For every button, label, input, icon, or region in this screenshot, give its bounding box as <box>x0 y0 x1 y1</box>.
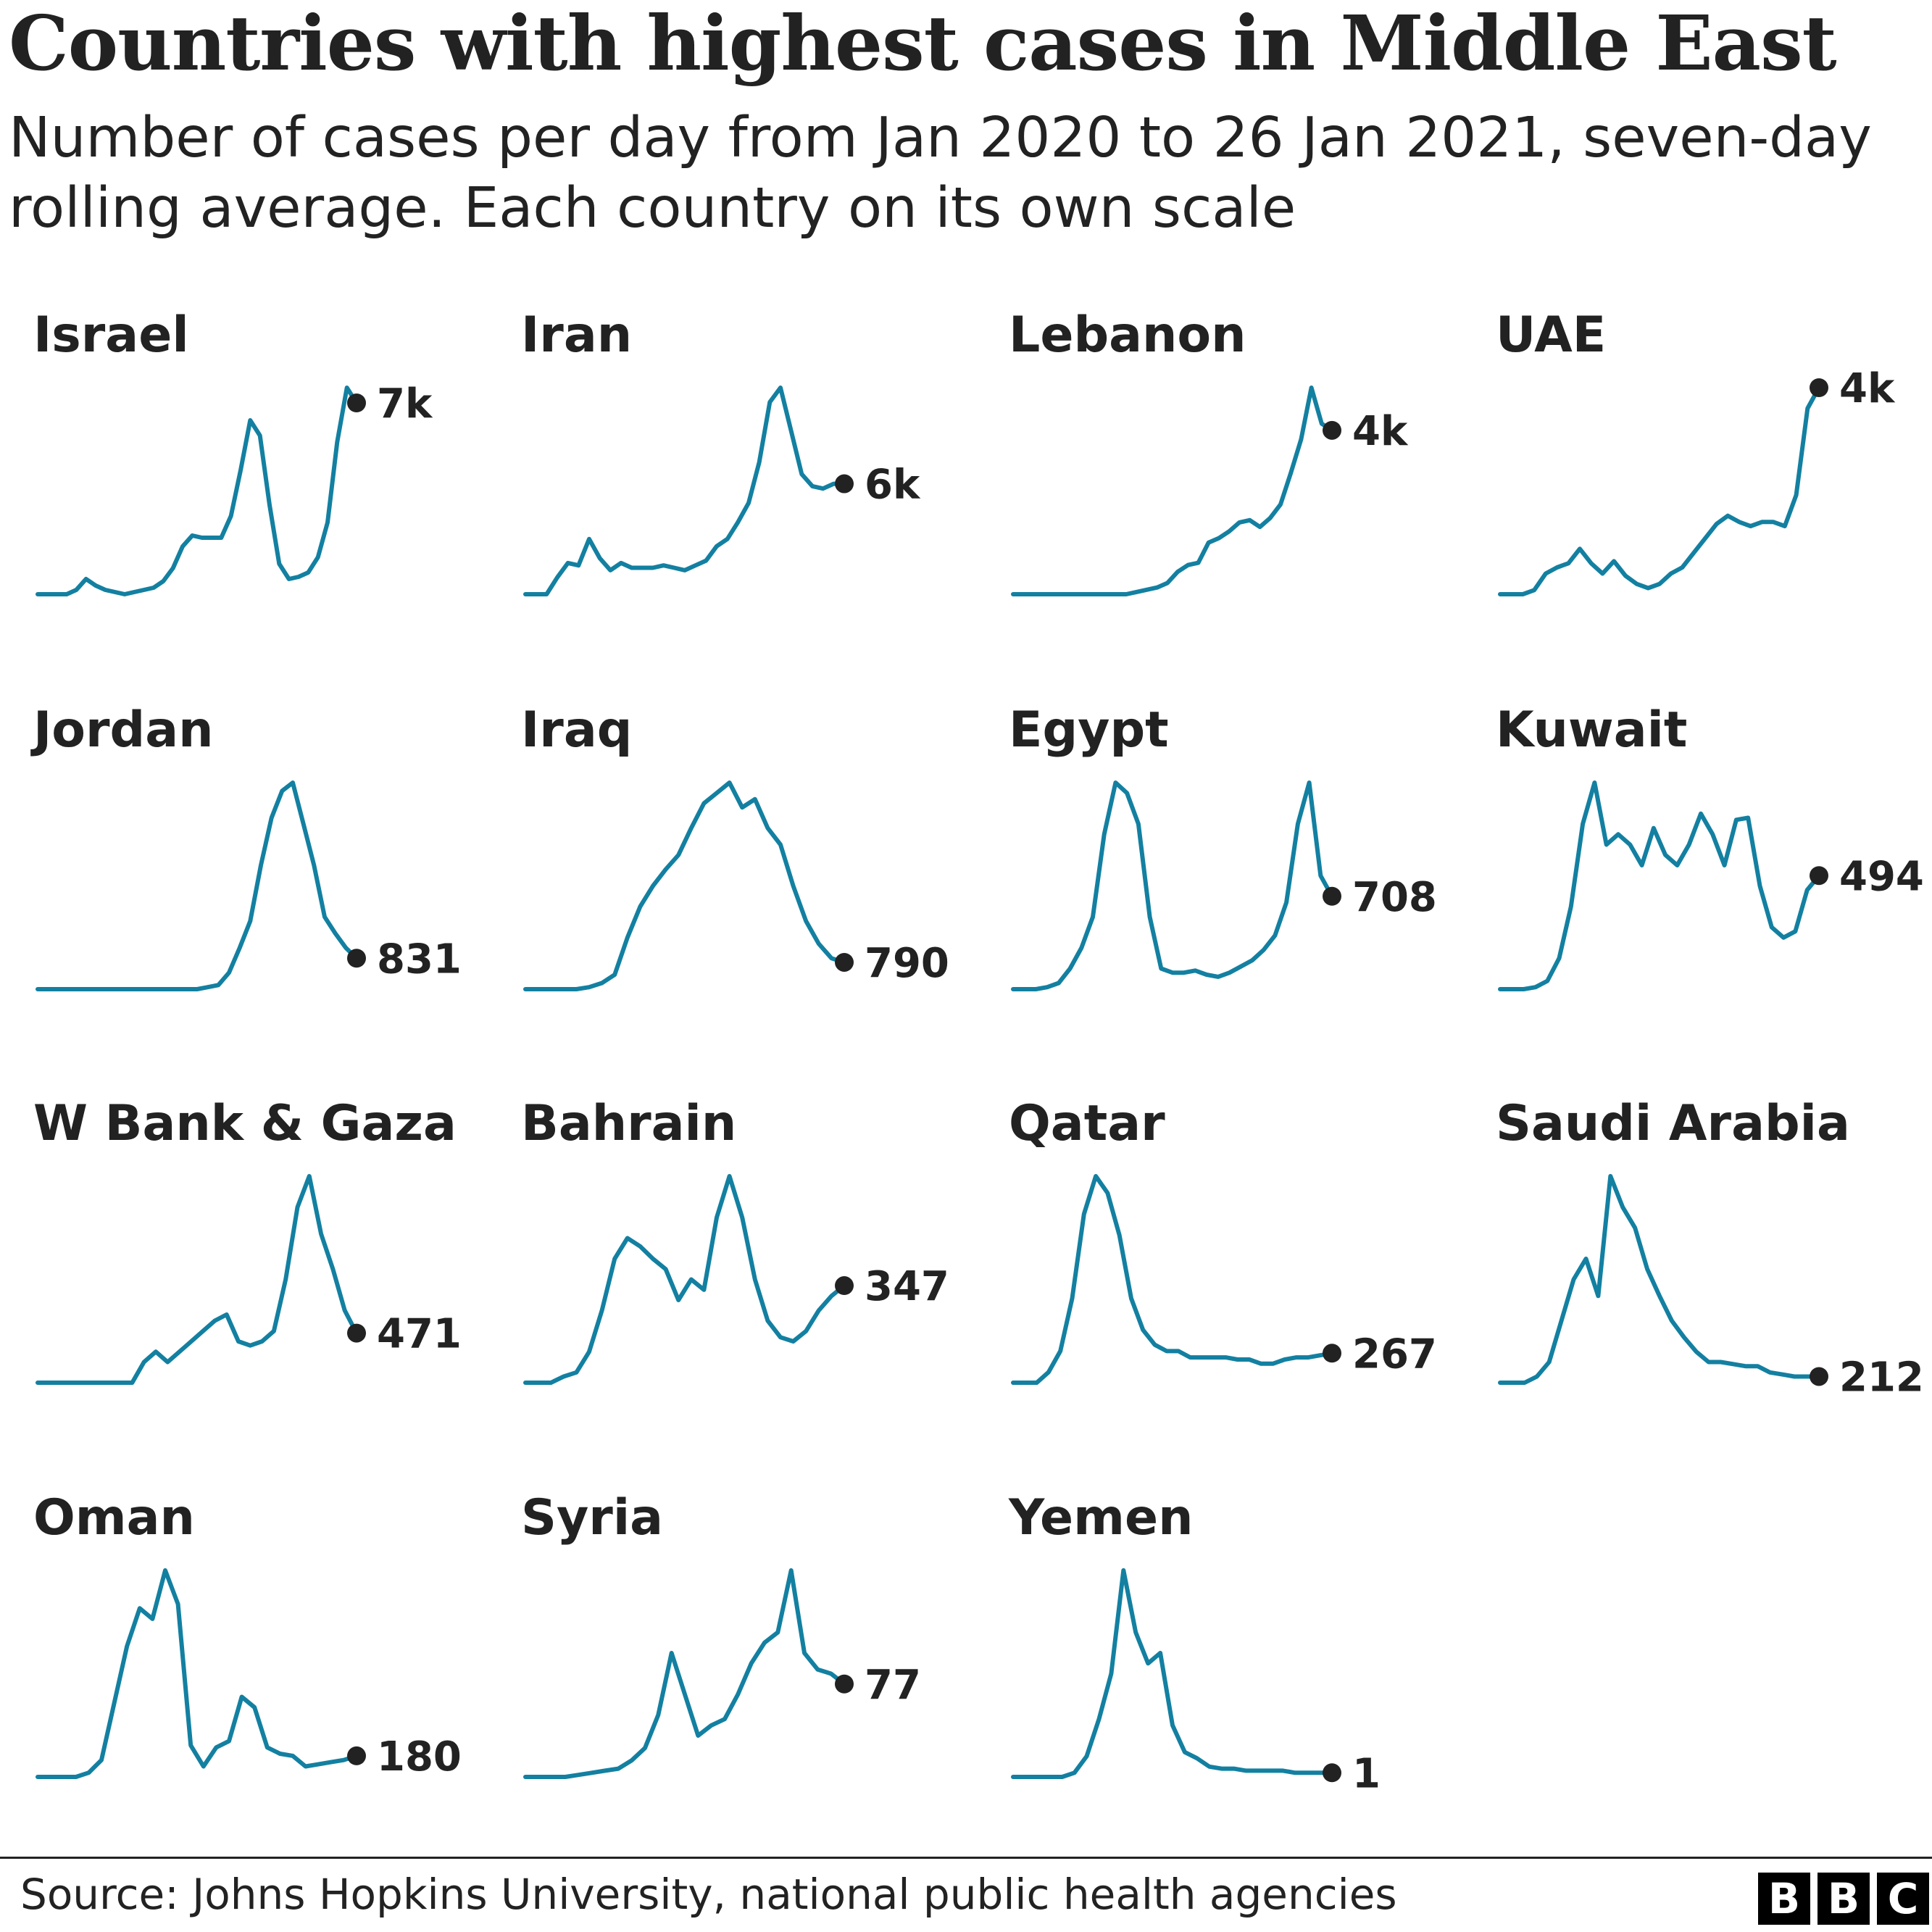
country-name: Qatar <box>1009 1095 1165 1152</box>
small-multiples-chart: Israel 7k Iran 6k Lebanon 4k UAE 4k Jordan 831 Ira… <box>30 307 1924 1797</box>
latest-value-label: 494 <box>1839 853 1924 900</box>
country-panel: Jordan 831 <box>30 701 462 991</box>
country-panel: Oman 180 <box>33 1489 462 1781</box>
latest-value-marker <box>1323 1763 1341 1783</box>
case-trend-line <box>1011 1568 1334 1779</box>
latest-value-marker <box>1323 1344 1341 1363</box>
case-trend-line <box>36 1568 359 1779</box>
case-trend-line <box>523 386 846 596</box>
latest-value-label: 180 <box>377 1733 462 1781</box>
latest-value-marker <box>1810 378 1828 397</box>
latest-value-label: 4k <box>1839 365 1896 412</box>
source-note: Source: Johns Hopkins University, nation… <box>20 1870 1397 1919</box>
case-trend-line <box>523 780 846 991</box>
country-name: UAE <box>1496 307 1606 364</box>
logo-letter: C <box>1877 1873 1929 1925</box>
latest-value-marker <box>1323 420 1341 440</box>
case-trend-line <box>1498 780 1821 991</box>
case-trend-line <box>1498 1174 1821 1385</box>
latest-value-marker <box>835 952 854 972</box>
case-trend-line <box>523 1568 846 1779</box>
country-panel: Israel 7k <box>33 307 433 596</box>
latest-value-label: 267 <box>1352 1331 1437 1378</box>
case-trend-line <box>1498 386 1821 596</box>
bbc-logo: B B C <box>1758 1873 1929 1925</box>
case-trend-line <box>36 386 359 596</box>
country-name: Lebanon <box>1009 307 1246 364</box>
country-panel: Yemen 1 <box>1008 1489 1381 1797</box>
latest-value-marker <box>835 474 854 494</box>
country-panel: Qatar 267 <box>1009 1095 1437 1385</box>
chart-subtitle: Number of cases per day from Jan 2020 to… <box>9 106 1872 241</box>
latest-value-marker <box>1810 1367 1828 1386</box>
country-name: Israel <box>33 307 189 364</box>
case-trend-line <box>36 780 359 991</box>
case-trend-line <box>1011 1174 1334 1385</box>
latest-value-marker <box>1323 886 1341 906</box>
logo-letter: B <box>1758 1873 1810 1925</box>
latest-value-marker <box>347 394 366 412</box>
latest-value-marker <box>835 1674 854 1694</box>
latest-value-label: 4k <box>1352 408 1409 455</box>
case-trend-line <box>36 1174 359 1385</box>
latest-value-marker <box>1810 866 1828 886</box>
latest-value-label: 212 <box>1839 1354 1924 1401</box>
latest-value-label: 6k <box>865 462 921 509</box>
country-name: Iraq <box>521 701 632 759</box>
latest-value-marker <box>835 1276 854 1296</box>
country-panel: Bahrain 347 <box>521 1095 949 1385</box>
latest-value-label: 831 <box>377 936 462 983</box>
country-panel: Iraq 790 <box>521 701 949 991</box>
latest-value-label: 790 <box>865 940 949 987</box>
latest-value-marker <box>347 1746 366 1765</box>
country-panel: UAE 4k <box>1496 307 1896 596</box>
logo-letter: B <box>1818 1873 1870 1925</box>
latest-value-label: 708 <box>1352 874 1437 921</box>
country-panel: Lebanon 4k <box>1009 307 1409 596</box>
country-panel: W Bank & Gaza 471 <box>33 1095 462 1385</box>
country-name: Yemen <box>1008 1489 1194 1546</box>
country-panel: Syria 77 <box>521 1489 921 1779</box>
latest-value-label: 347 <box>865 1263 949 1310</box>
latest-value-label: 77 <box>865 1662 921 1709</box>
case-trend-line <box>1011 780 1334 991</box>
country-name: Iran <box>521 307 632 364</box>
latest-value-label: 471 <box>377 1311 462 1358</box>
country-name: Oman <box>33 1489 195 1546</box>
country-name: Bahrain <box>521 1095 736 1152</box>
case-trend-line <box>523 1174 846 1385</box>
latest-value-marker <box>347 1323 366 1343</box>
latest-value-label: 7k <box>377 380 433 428</box>
latest-value-marker <box>347 949 366 968</box>
chart-title: Countries with highest cases in Middle E… <box>9 0 1837 88</box>
country-panel: Kuwait 494 <box>1496 701 1924 991</box>
country-panel: Egypt 708 <box>1009 701 1437 991</box>
country-panel: Iran 6k <box>521 307 921 596</box>
country-name: Syria <box>521 1489 663 1546</box>
country-name: W Bank & Gaza <box>33 1095 457 1152</box>
case-trend-line <box>1011 386 1334 596</box>
footer-divider <box>0 1857 1932 1859</box>
country-panel: Saudi Arabia 212 <box>1496 1095 1924 1401</box>
country-name: Kuwait <box>1496 701 1687 759</box>
country-name: Saudi Arabia <box>1496 1095 1850 1152</box>
country-name: Egypt <box>1009 701 1169 759</box>
latest-value-label: 1 <box>1352 1750 1381 1797</box>
country-name: Jordan <box>30 701 214 759</box>
